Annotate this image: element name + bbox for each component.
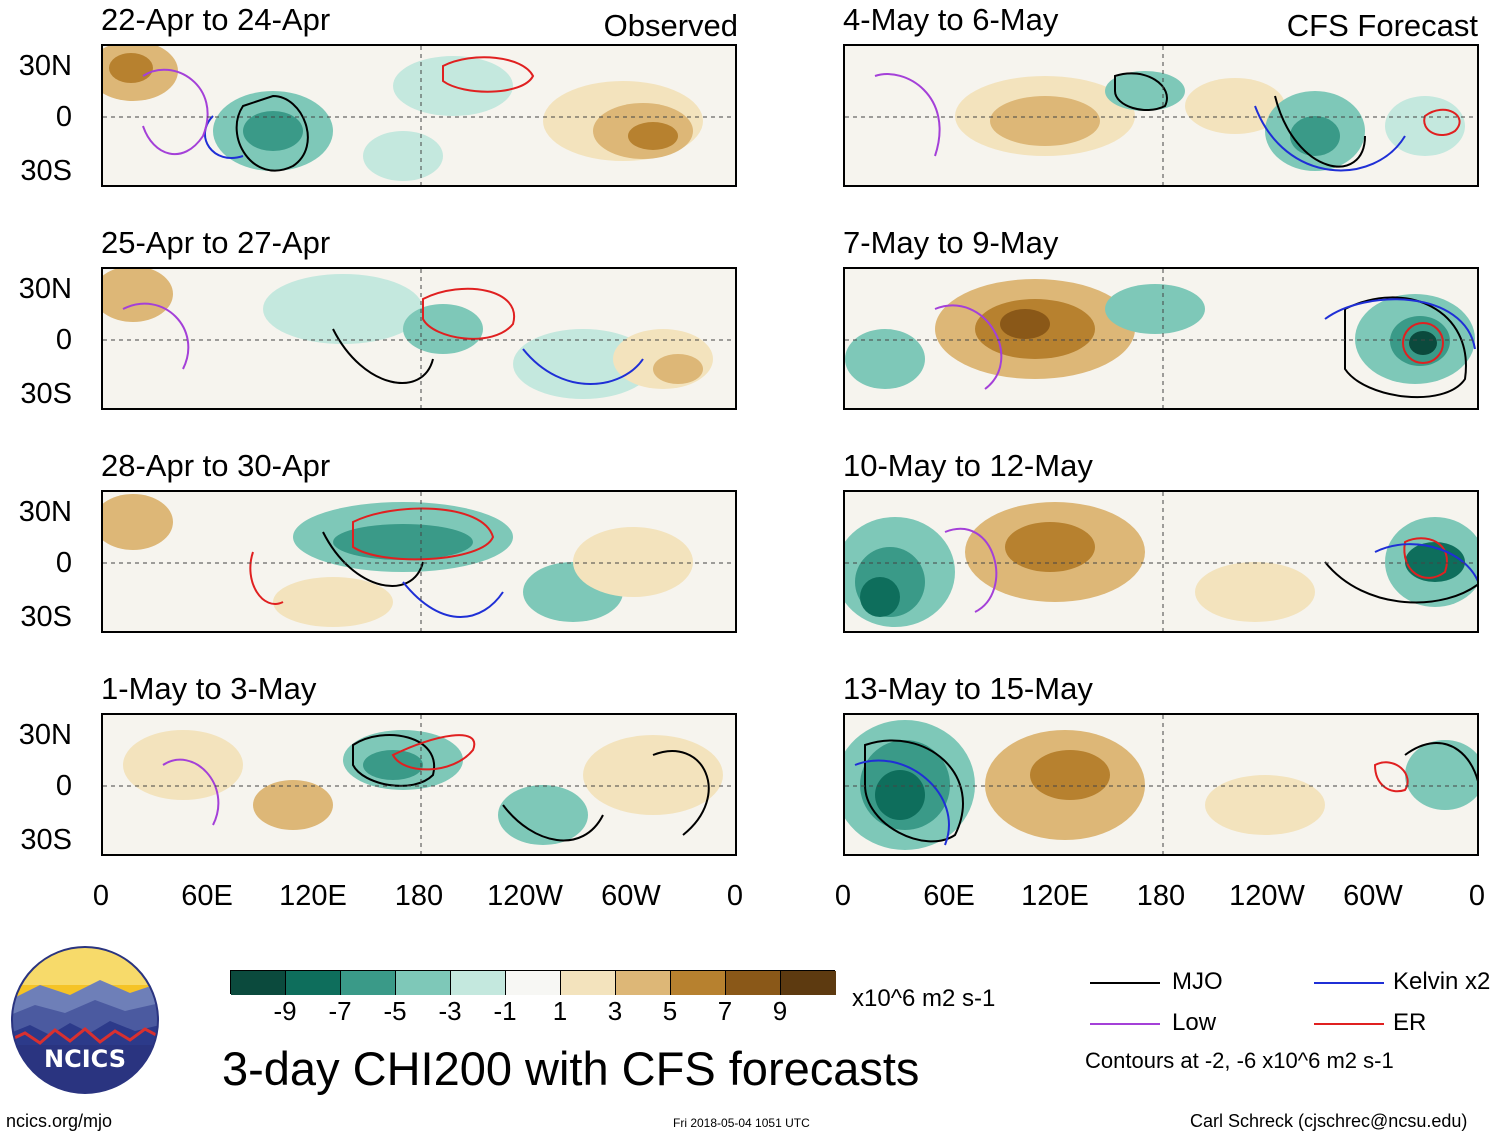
colorbar-swatch [726,971,781,995]
colorbar-label: 3 [607,996,623,1026]
panel-title: 10-May to 12-May [843,448,1093,483]
y-label-eq: 0 [55,324,72,356]
legend-kelvin-label: Kelvin x2 [1393,968,1491,995]
colorbar-swatch [561,971,616,995]
y-label-30n: 30N [18,50,72,82]
y-label-30s: 30S [20,601,72,633]
legend-kelvin-line [1314,982,1384,984]
colorbar-swatch [616,971,671,995]
colorbar-label: -5 [383,996,407,1026]
colorbar-label: -3 [438,996,462,1026]
x-label: 120E [1021,880,1089,912]
map-panel [101,713,737,856]
legend-er-line [1314,1023,1384,1025]
map-panel [843,44,1479,187]
panel-title: 25-Apr to 27-Apr [101,225,331,260]
colorbar-swatch [506,971,561,995]
y-label-eq: 0 [55,547,72,579]
colorbar-label: -9 [273,996,297,1026]
legend-low-line [1090,1023,1160,1025]
x-label: 0 [726,880,744,912]
x-label: 60E [181,880,233,912]
x-label: 180 [1136,880,1186,912]
x-label: 0 [1468,880,1486,912]
legend-mjo-line [1090,982,1160,984]
y-label-30s: 30S [20,824,72,856]
colorbar-swatch [396,971,451,995]
panel-title: 22-Apr to 24-Apr [101,2,331,37]
colorbar-label: 7 [717,996,733,1026]
colorbar-swatch [341,971,396,995]
ncics-logo: NCICS [10,945,160,1095]
x-label: 120W [1229,880,1305,912]
colorbar-swatch [286,971,341,995]
legend-mjo-label: MJO [1172,968,1223,995]
x-label: 0 [92,880,110,912]
panel-title: 1-May to 3-May [101,671,317,706]
legend-low-label: Low [1172,1009,1217,1036]
map-panel [101,44,737,187]
colorbar [230,970,836,995]
y-label-eq: 0 [55,770,72,802]
map-panel [101,267,737,410]
y-label-30s: 30S [20,155,72,187]
colorbar-label: 5 [662,996,678,1026]
x-label: 120W [487,880,563,912]
map-panel [843,713,1479,856]
panel-title: 13-May to 15-May [843,671,1093,706]
colorbar-swatch [671,971,726,995]
y-label-30n: 30N [18,719,72,751]
map-panel [843,267,1479,410]
contours-note: Contours at -2, -6 x10^6 m2 s-1 [1085,1048,1394,1073]
x-label: 0 [834,880,852,912]
observed-header: Observed [603,8,738,43]
footer-url[interactable]: ncics.org/mjo [6,1111,113,1131]
footer-author: Carl Schreck (cjschrec@ncsu.edu) [1190,1111,1468,1131]
cfs-forecast-header: CFS Forecast [1286,8,1478,43]
y-label-30n: 30N [18,273,72,305]
x-label: 60E [923,880,975,912]
y-label-30n: 30N [18,496,72,528]
x-label: 120E [279,880,347,912]
colorbar-label: -1 [493,996,517,1026]
footer-timestamp: Fri 2018-05-04 1051 UTC [673,1116,810,1130]
main-title: 3-day CHI200 with CFS forecasts [222,1042,920,1095]
colorbar-label: 9 [772,996,788,1026]
colorbar-label: 1 [552,996,568,1026]
colorbar-label: -7 [328,996,352,1026]
map-panel [101,490,737,633]
x-label: 180 [394,880,444,912]
y-label-eq: 0 [55,101,72,133]
map-panel [843,490,1479,633]
colorbar-units: x10^6 m2 s-1 [852,985,996,1012]
logo-text: NCICS [44,1045,126,1073]
panel-title: 28-Apr to 30-Apr [101,448,331,483]
y-label-30s: 30S [20,378,72,410]
colorbar-swatch [451,971,506,995]
legend-er-label: ER [1393,1009,1427,1036]
colorbar-swatch [231,971,286,995]
panel-title: 4-May to 6-May [843,2,1059,37]
colorbar-swatch [781,971,836,995]
x-label: 60W [601,880,661,912]
panel-title: 7-May to 9-May [843,225,1059,260]
x-label: 60W [1343,880,1403,912]
legend: MJO Kelvin x2 Low ER Contours at -2, -6 … [1085,968,1497,1080]
